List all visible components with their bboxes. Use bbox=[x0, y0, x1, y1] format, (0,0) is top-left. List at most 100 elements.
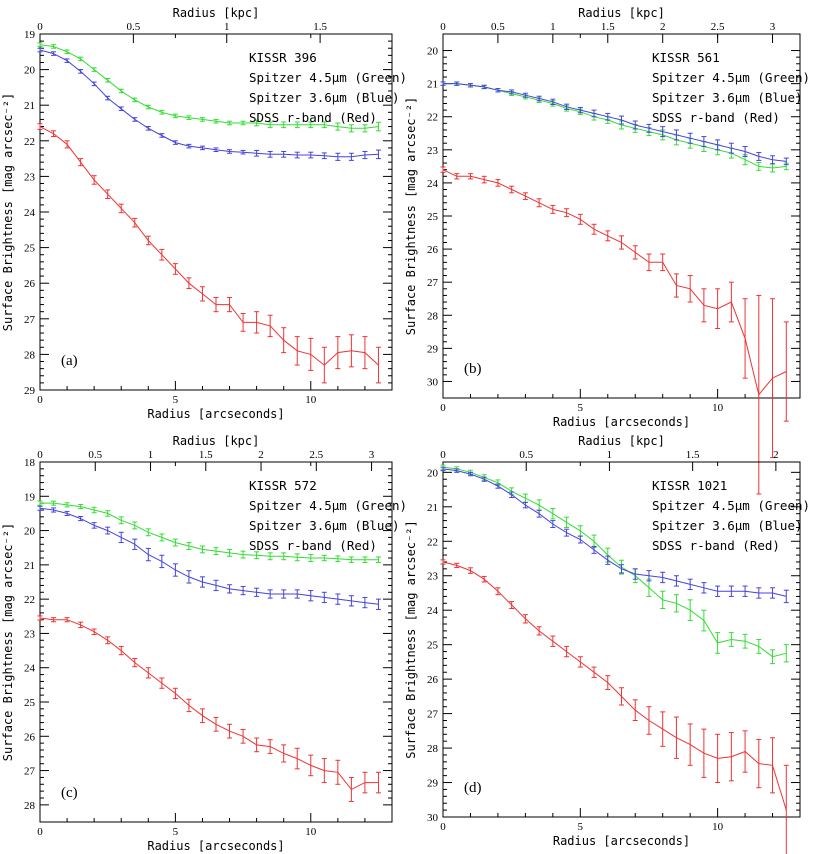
data-point-red bbox=[701, 288, 707, 323]
legend-line: KISSR 1021 bbox=[652, 478, 727, 493]
panel-label: (a) bbox=[61, 353, 78, 369]
x-tick-label: 5 bbox=[578, 402, 584, 414]
x2-tick-label: 1.5 bbox=[199, 449, 213, 461]
data-point-red bbox=[362, 771, 368, 794]
x-tick-label: 10 bbox=[712, 821, 724, 833]
data-point-red bbox=[564, 208, 570, 218]
data-point-blue bbox=[756, 151, 762, 161]
y-tick-label: 23 bbox=[24, 171, 36, 183]
data-point-blue bbox=[454, 468, 460, 473]
data-point-blue bbox=[145, 126, 151, 131]
panel-label: (c) bbox=[61, 785, 78, 801]
y-tick-label: 29 bbox=[24, 385, 36, 397]
data-point-red bbox=[159, 248, 165, 261]
data-point-blue bbox=[132, 117, 138, 122]
data-point-red bbox=[509, 601, 515, 609]
data-point-blue bbox=[467, 83, 473, 88]
data-point-green bbox=[522, 493, 528, 503]
data-point-green bbox=[51, 500, 57, 506]
series-blue bbox=[440, 466, 789, 604]
y-tick-label: 24 bbox=[427, 605, 439, 617]
data-point-red bbox=[254, 311, 260, 334]
y-tick-label: 21 bbox=[427, 502, 438, 514]
data-point-red bbox=[240, 728, 246, 744]
data-point-green bbox=[294, 121, 300, 129]
series-line-green bbox=[40, 502, 379, 561]
data-point-blue bbox=[770, 155, 776, 165]
data-point-blue bbox=[701, 582, 707, 594]
data-point-green bbox=[536, 499, 542, 511]
panel-label: (b) bbox=[464, 361, 482, 377]
legend-line: Spitzer 3.6μm (Blue) bbox=[652, 90, 803, 105]
y-tick-label: 20 bbox=[427, 467, 439, 479]
y-tick-label: 20 bbox=[24, 65, 36, 77]
data-point-green bbox=[591, 534, 597, 548]
panel-a: 0 5 10 0 0.5 1 1.5 19 20 21 22 23 24 25 26 27 28 29 Radius… bbox=[1, 6, 407, 421]
data-point-blue bbox=[495, 483, 501, 489]
data-point-green bbox=[756, 161, 762, 171]
data-point-green bbox=[213, 118, 219, 124]
data-point-blue bbox=[564, 103, 570, 110]
legend-line: Spitzer 4.5μm (Green) bbox=[652, 70, 810, 85]
data-point-red bbox=[440, 166, 446, 173]
y-tick-label: 18 bbox=[24, 457, 36, 469]
x2-tick-label: 0.5 bbox=[491, 21, 505, 33]
series-line-red bbox=[442, 169, 787, 396]
series-line-green bbox=[442, 466, 787, 658]
data-point-green bbox=[687, 599, 693, 622]
data-point-green bbox=[577, 525, 583, 537]
data-point-blue bbox=[294, 151, 300, 159]
y-tick-label: 27 bbox=[427, 277, 439, 289]
data-point-red bbox=[105, 189, 111, 199]
series-blue bbox=[37, 505, 381, 610]
y-tick-label: 19 bbox=[24, 491, 36, 503]
data-point-red bbox=[159, 677, 165, 689]
data-point-red bbox=[362, 336, 368, 370]
data-point-blue bbox=[172, 140, 178, 145]
data-point-blue bbox=[375, 598, 381, 610]
panel-b: 0 5 100 0.5 1 1.5 2 2.5 32021222324252627282930R… bbox=[404, 6, 810, 495]
x2-tick-label: 2.5 bbox=[711, 21, 725, 33]
data-point-blue bbox=[186, 143, 192, 149]
data-point-blue bbox=[756, 587, 762, 599]
series-blue bbox=[37, 47, 381, 161]
data-point-green bbox=[91, 506, 97, 514]
y-tick-label: 28 bbox=[427, 310, 439, 322]
data-point-red bbox=[227, 296, 233, 313]
y-tick-label: 22 bbox=[24, 594, 35, 606]
y-axis-label: Surface Brightness [mag arcsec⁻²] bbox=[404, 97, 418, 335]
data-point-blue bbox=[118, 531, 124, 544]
data-point-green bbox=[564, 516, 570, 528]
data-point-red bbox=[687, 275, 693, 303]
data-point-green bbox=[362, 556, 368, 563]
data-point-red bbox=[619, 687, 624, 706]
plot-frame bbox=[39, 461, 393, 823]
data-point-blue bbox=[619, 115, 624, 125]
data-point-blue bbox=[632, 120, 638, 130]
data-point-red bbox=[577, 213, 583, 225]
data-point-blue bbox=[467, 471, 473, 477]
x-tick-label: 0 bbox=[440, 402, 446, 414]
data-point-red bbox=[495, 587, 501, 596]
y-tick-label: 28 bbox=[427, 743, 439, 755]
y-tick-label: 28 bbox=[24, 800, 36, 812]
series-line-blue bbox=[39, 49, 379, 158]
data-point-green bbox=[145, 528, 151, 537]
data-point-blue bbox=[186, 570, 192, 584]
x2-tick-label: 0.5 bbox=[126, 21, 140, 33]
data-point-red bbox=[64, 617, 70, 623]
data-point-red bbox=[756, 294, 762, 495]
data-point-red bbox=[213, 716, 219, 732]
data-point-blue bbox=[783, 157, 789, 166]
data-point-blue bbox=[321, 591, 327, 604]
data-point-blue bbox=[281, 150, 287, 158]
data-point-red bbox=[536, 198, 542, 208]
x-tick-label: 5 bbox=[173, 394, 179, 406]
y-tick-label: 23 bbox=[24, 628, 36, 640]
legend-line: SDSS r-band (Red) bbox=[249, 110, 377, 125]
x2-tick-label: 2 bbox=[258, 449, 264, 461]
data-point-red bbox=[335, 336, 341, 370]
data-point-green bbox=[78, 504, 84, 510]
data-point-blue bbox=[159, 133, 165, 138]
data-point-green bbox=[701, 609, 707, 632]
